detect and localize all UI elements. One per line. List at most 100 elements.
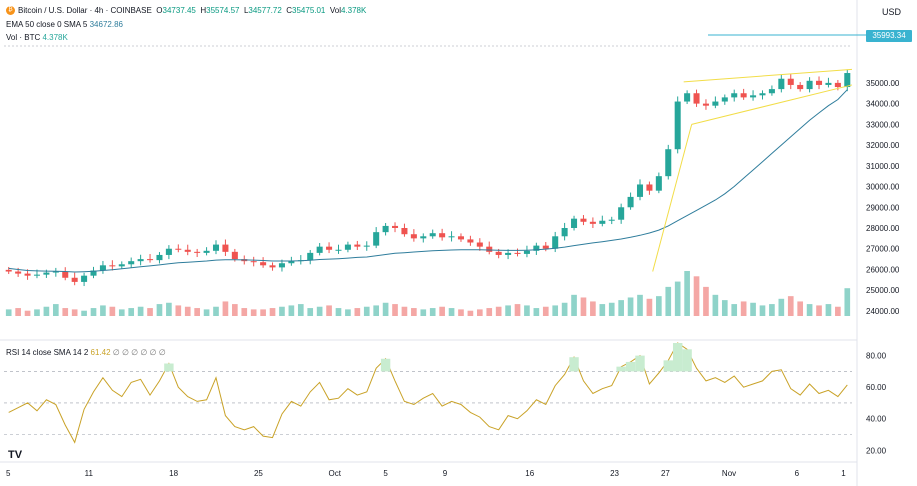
candle-body (712, 101, 719, 106)
candle (297, 255, 304, 265)
rsi-overbought-fill (635, 355, 645, 372)
volume-bar (147, 308, 153, 316)
candle-body (118, 264, 125, 267)
candle (448, 231, 455, 242)
time-tick-label: Oct (328, 469, 341, 478)
candle-body (684, 93, 691, 102)
volume-bar (326, 305, 332, 316)
candle (128, 257, 135, 268)
candle-body (52, 271, 59, 273)
candle (62, 267, 69, 281)
close-value: 35475.01 (292, 6, 326, 15)
bitcoin-icon: ₿ (6, 6, 15, 16)
rsi-line (8, 342, 848, 444)
volume-legend[interactable]: Vol · BTC 4.378K (6, 33, 68, 42)
volume-bar (495, 306, 502, 316)
candle (702, 99, 709, 110)
candle-body (778, 78, 785, 90)
volume-bar (100, 305, 106, 316)
candle-body (307, 252, 314, 261)
candle (599, 215, 606, 227)
volume-bar (646, 298, 653, 316)
candle-body (439, 233, 446, 238)
rsi-tick-label: 40.00 (866, 415, 887, 424)
candle (344, 241, 351, 253)
rsi-tick-label: 80.00 (866, 352, 887, 361)
candle-body (90, 270, 97, 276)
candle-body (231, 251, 238, 260)
rsi-value: 61.42 (90, 348, 111, 357)
volume-bar (279, 306, 285, 316)
volume-bar (486, 308, 493, 316)
volume-bar (759, 305, 766, 316)
candle-body (33, 274, 40, 276)
candle (825, 77, 832, 88)
candle-body (787, 78, 794, 85)
volume-bar (392, 304, 398, 316)
volume-bar (420, 309, 427, 316)
candle-body (175, 248, 182, 250)
candle (552, 231, 559, 253)
volume-bar (307, 308, 314, 316)
candle (627, 192, 634, 210)
candle (165, 245, 172, 260)
candle (712, 96, 719, 109)
volume-bar (194, 308, 200, 316)
candle (109, 260, 116, 271)
volume-bar (382, 302, 389, 316)
candle-body (260, 262, 267, 266)
price-tick-label: 24000.00 (866, 307, 900, 316)
rsi-legend[interactable]: RSI 14 close SMA 14 2 61.42 ∅ ∅ ∅ ∅ ∅ ∅ (6, 348, 166, 357)
volume-bar (71, 309, 78, 316)
candle-body (608, 219, 615, 221)
candle (147, 254, 154, 263)
candle-body (128, 261, 135, 265)
close-label: C (286, 6, 293, 15)
symbol-title[interactable]: Bitcoin / U.S. Dollar · 4h · COINBASE (18, 6, 152, 15)
candle-body (825, 82, 832, 85)
price-tick-label: 29000.00 (866, 203, 900, 212)
candle-body (222, 244, 229, 252)
candle-body (99, 265, 106, 271)
candle-body (495, 251, 502, 255)
volume-bar (637, 294, 643, 316)
volume-bar (787, 296, 794, 316)
candle (768, 85, 775, 96)
grid (0, 0, 858, 486)
candle-body (156, 254, 163, 261)
volume-bar (24, 310, 31, 316)
time-tick-label: 18 (169, 469, 178, 478)
candle-body (740, 93, 747, 98)
candle-body (81, 275, 88, 282)
candle (674, 96, 681, 154)
volume-bar (825, 304, 832, 316)
candle (759, 90, 766, 100)
volume-bar (109, 306, 116, 316)
candle (307, 249, 314, 265)
candle (118, 261, 125, 269)
candle-body (429, 233, 436, 237)
time-tick-label: 6 (795, 469, 800, 478)
volume-bar (213, 306, 219, 316)
volume-bar (656, 296, 662, 316)
candle-body (702, 103, 709, 106)
ema-value: 34672.86 (89, 20, 123, 29)
candle-body (250, 261, 257, 263)
price-tick-label: 30000.00 (866, 183, 900, 192)
ema-legend[interactable]: EMA 50 close 0 SMA 5 34672.86 (6, 20, 123, 29)
rsi-tick-label: 60.00 (866, 383, 887, 392)
ema-line (8, 89, 848, 273)
rsi-placeholders: ∅ ∅ ∅ ∅ ∅ ∅ (112, 348, 166, 357)
time-tick-label: 27 (661, 469, 670, 478)
candle (467, 235, 474, 246)
volume-bar (5, 309, 12, 316)
ema-label: EMA 50 close 0 SMA 5 (6, 20, 88, 29)
candle (175, 244, 182, 253)
currency-selector[interactable]: USD (881, 7, 901, 17)
price-tick-label: 26000.00 (866, 265, 900, 274)
volume-bar (505, 305, 511, 316)
volume-bar (411, 308, 417, 316)
open-label: O (156, 6, 163, 15)
candle-body (401, 228, 408, 235)
